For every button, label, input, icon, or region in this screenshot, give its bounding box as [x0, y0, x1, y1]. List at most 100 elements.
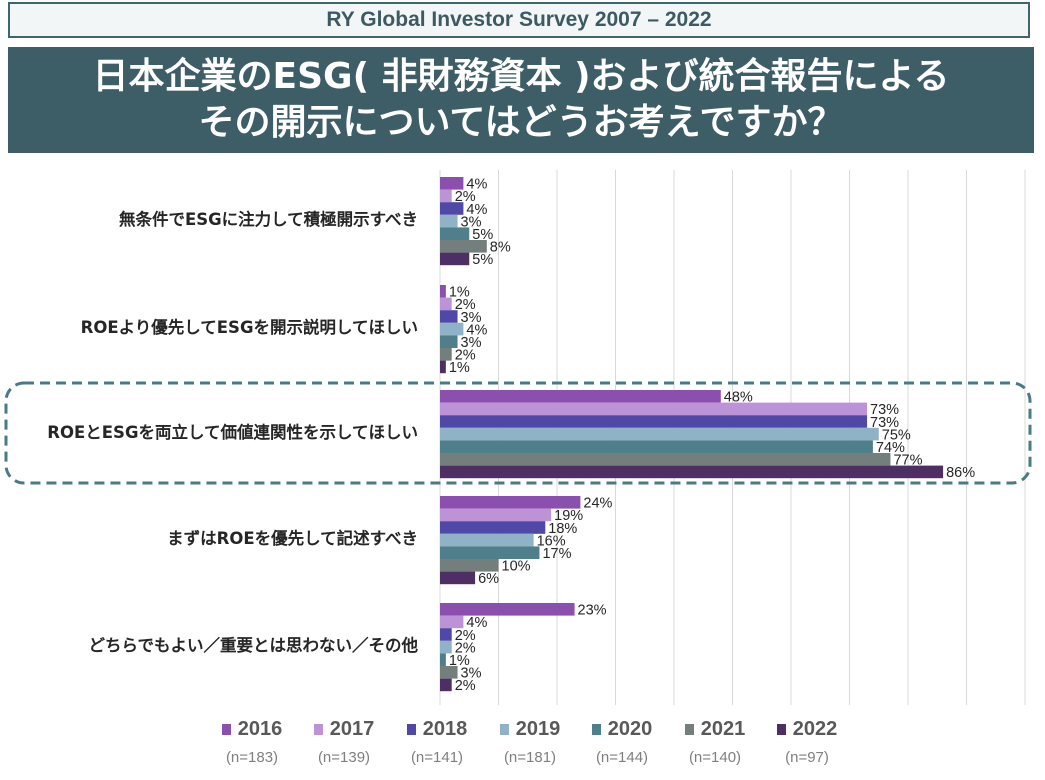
- data-label: 73%: [870, 402, 899, 418]
- legend-swatch: [684, 724, 694, 735]
- legend-swatch: [776, 724, 786, 735]
- data-label: 3%: [461, 214, 482, 230]
- bar: [440, 615, 464, 629]
- legend-sample-size: (n=181): [503, 749, 557, 766]
- data-label: 19%: [554, 508, 583, 524]
- data-label: 3%: [461, 666, 482, 682]
- category-label: 無条件でESGに注力して積極開示すべき: [119, 209, 418, 229]
- legend-item-2017: 2017 (n=139): [297, 718, 391, 766]
- data-label: 4%: [466, 322, 487, 338]
- legend-sample-size: (n=183): [225, 749, 279, 766]
- data-label: 4%: [466, 177, 487, 193]
- data-label: 75%: [882, 427, 911, 443]
- data-label: 18%: [548, 521, 577, 537]
- bar: [440, 415, 868, 428]
- bar: [440, 603, 575, 616]
- bar: [440, 640, 452, 654]
- data-label: 74%: [876, 440, 905, 456]
- category-label: まずはROEを優先して記述すべき: [167, 528, 418, 548]
- bar: [440, 177, 464, 190]
- data-label: 2%: [455, 678, 476, 694]
- data-label: 6%: [478, 571, 499, 587]
- legend: 2016 (n=183) 2017 (n=139) 2018 (n=141) 2019 (n=…: [200, 718, 840, 778]
- bar: [440, 628, 452, 641]
- data-label: 86%: [946, 465, 975, 481]
- bar: [440, 571, 476, 585]
- bar: [440, 678, 452, 692]
- category-label: どちらでもよい／重要とは思わない／その他: [88, 635, 418, 655]
- bar: [440, 285, 446, 298]
- legend-swatch: [221, 724, 231, 735]
- survey-banner: RY Global Investor Survey 2007 – 2022: [8, 2, 1030, 38]
- legend-swatch: [313, 724, 323, 735]
- data-label: 2%: [455, 297, 476, 313]
- page-title-line-1: 日本企業のESG( 非財務資本 )および統合報告による: [92, 56, 950, 97]
- bar: [440, 559, 499, 572]
- bar: [440, 322, 464, 336]
- bar: [440, 521, 546, 534]
- bar: [440, 508, 552, 522]
- data-label: 8%: [490, 240, 511, 256]
- legend-year: 2021: [700, 718, 746, 740]
- data-label: 2%: [455, 640, 476, 656]
- legend-year: 2022: [792, 718, 838, 740]
- bar: [440, 666, 458, 679]
- data-label: 77%: [893, 453, 922, 469]
- bar: [440, 465, 944, 479]
- bar: [440, 427, 879, 441]
- legend-year: 2017: [329, 718, 375, 740]
- legend-swatch: [591, 724, 601, 735]
- data-label: 23%: [578, 603, 607, 619]
- data-label: 5%: [472, 252, 493, 268]
- bar: [440, 390, 721, 403]
- survey-title: RY Global Investor Survey 2007 – 2022: [326, 8, 712, 31]
- data-label: 2%: [455, 628, 476, 644]
- legend-item-2018: 2018 (n=141): [390, 718, 484, 766]
- page-title-line-2: その開示についてはどうお考えですか？: [198, 102, 844, 143]
- legend-year: 2016: [237, 718, 283, 740]
- legend-swatch: [499, 724, 509, 735]
- legend-year: 2019: [515, 718, 561, 740]
- data-label: 2%: [455, 189, 476, 205]
- data-label: 17%: [542, 546, 571, 562]
- bar: [440, 496, 581, 509]
- data-label: 1%: [449, 653, 470, 669]
- bar: [440, 335, 458, 348]
- bar: [440, 189, 452, 203]
- bar: [440, 440, 873, 453]
- bar: [440, 227, 470, 240]
- data-label: 1%: [449, 360, 470, 376]
- bar: [440, 653, 446, 666]
- data-label: 4%: [466, 202, 487, 218]
- legend-sample-size: (n=140): [688, 749, 742, 766]
- bar-chart: 無条件でESGに注力して積極開示すべき ROEより優先してESGを開示説明してほし…: [4, 170, 1032, 705]
- bar: [440, 297, 452, 311]
- category-label: ROEより優先してESGを開示説明してほしい: [81, 317, 418, 337]
- legend-sample-size: (n=141): [410, 749, 464, 766]
- legend-item-2020: 2020 (n=144): [575, 718, 669, 766]
- data-label: 24%: [583, 496, 612, 512]
- bar: [440, 360, 446, 374]
- legend-year: 2018: [422, 718, 468, 740]
- legend-sample-size: (n=97): [785, 749, 829, 766]
- data-label: 1%: [449, 285, 470, 301]
- legend-swatch: [406, 724, 416, 735]
- bar: [440, 546, 540, 559]
- legend-item-2019: 2019 (n=181): [483, 718, 577, 766]
- bar: [440, 240, 487, 253]
- bar: [440, 214, 458, 228]
- legend-year: 2020: [607, 718, 653, 740]
- legend-item-2016: 2016 (n=183): [205, 718, 299, 766]
- data-label: 4%: [466, 615, 487, 631]
- bar: [440, 533, 534, 547]
- data-label: 73%: [870, 415, 899, 431]
- bar: [440, 402, 868, 416]
- data-label: 3%: [461, 335, 482, 351]
- bar: [440, 252, 470, 266]
- bar: [440, 348, 452, 361]
- data-label: 2%: [455, 348, 476, 364]
- bar: [440, 453, 891, 466]
- title-banner: 日本企業のESG( 非財務資本 )および統合報告による その開示についてはどうお…: [8, 47, 1034, 153]
- category-label: ROEとESGを両立して価値連関性を示してほしい: [47, 422, 418, 442]
- data-label: 5%: [472, 227, 493, 243]
